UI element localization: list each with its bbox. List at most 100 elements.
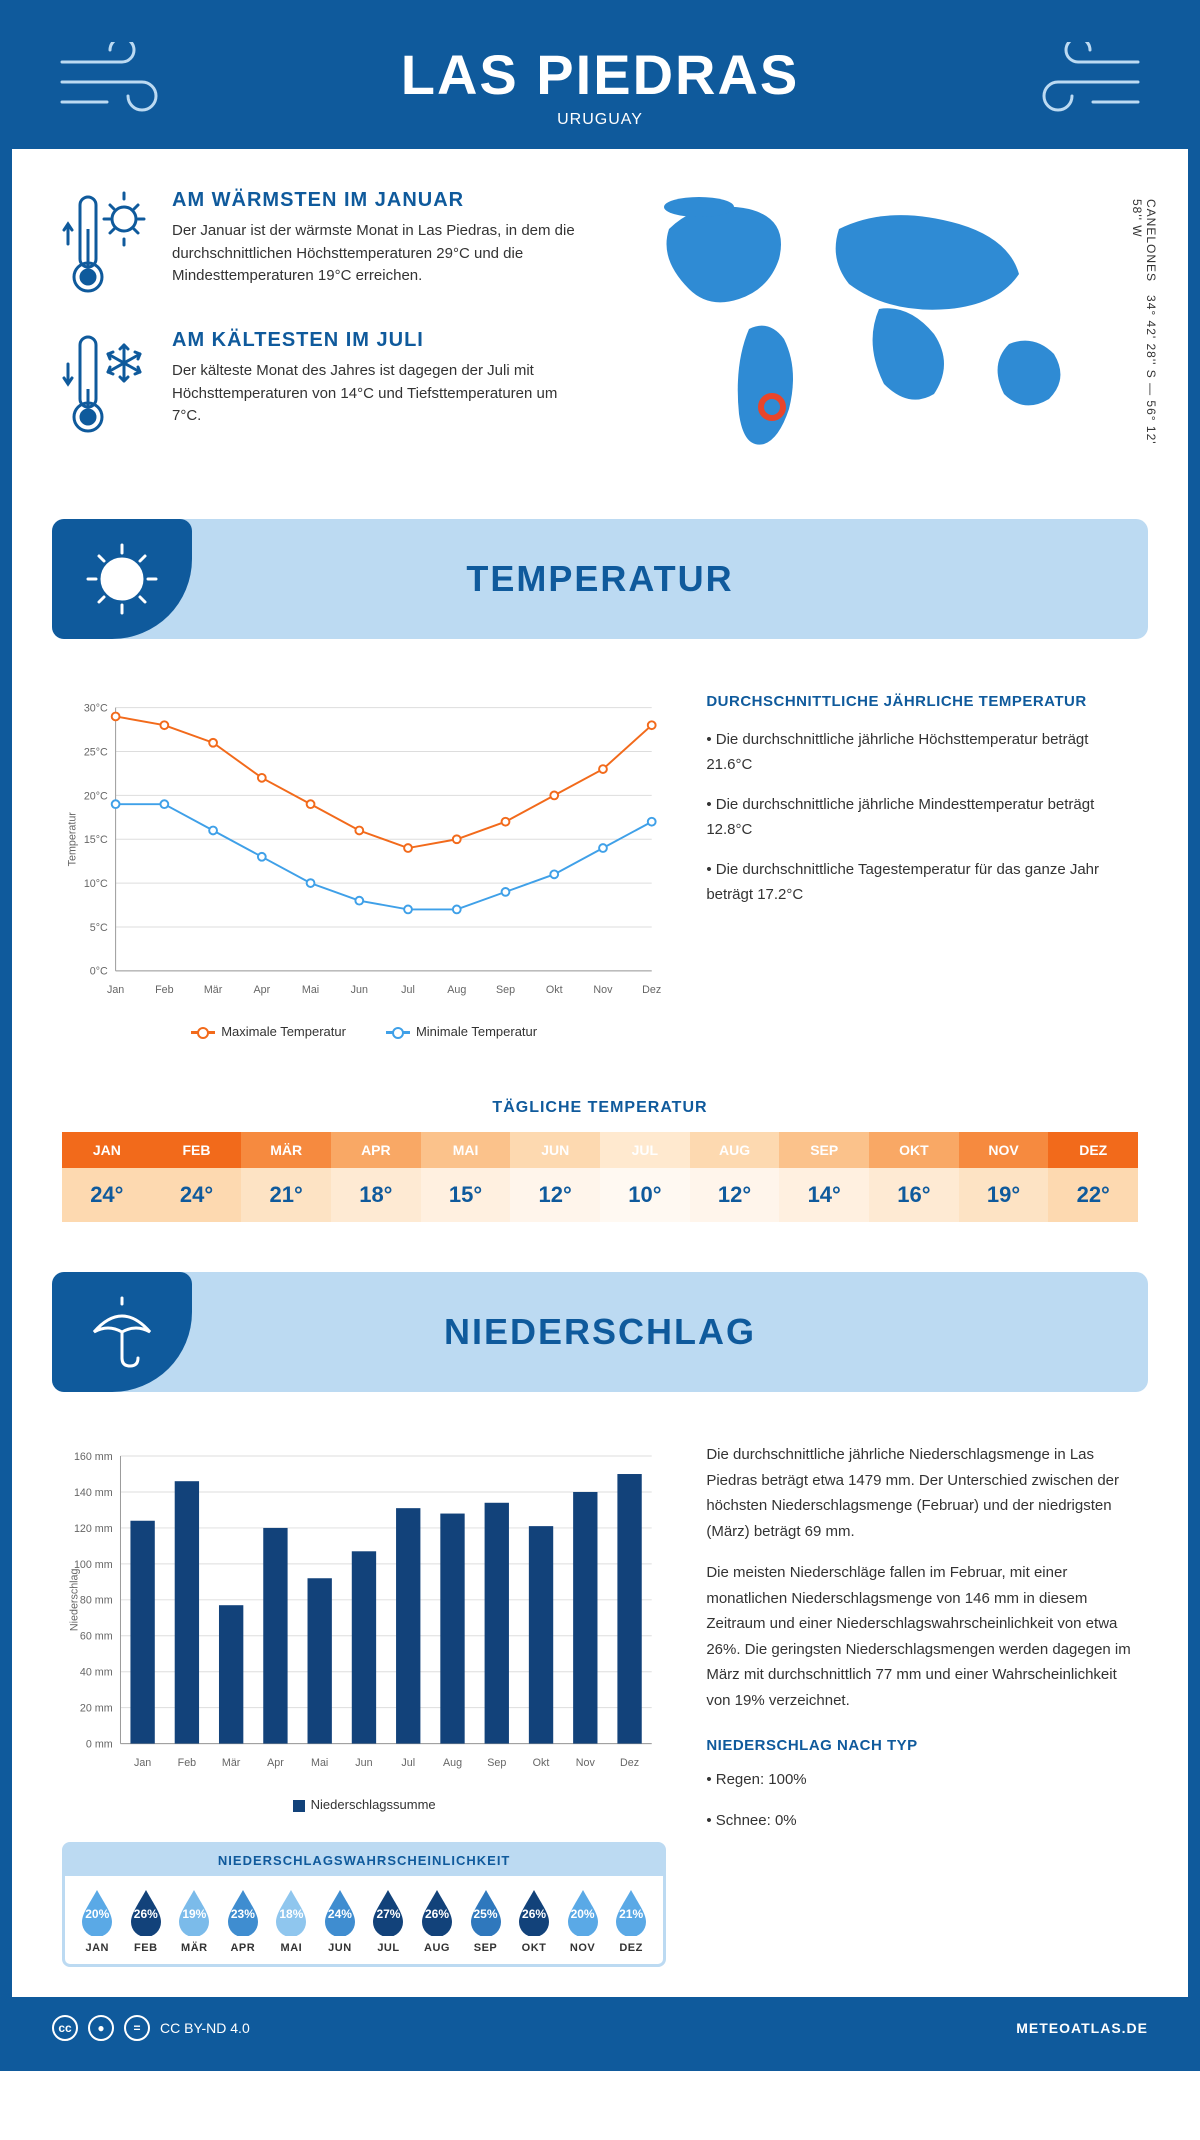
svg-text:Dez: Dez <box>642 984 661 996</box>
daily-temp-month: JUL <box>600 1132 690 1168</box>
prob-month: NOV <box>558 1942 607 1954</box>
daily-temp-value: 21° <box>241 1168 331 1222</box>
precip-text-2: Die meisten Niederschläge fallen im Febr… <box>706 1560 1138 1713</box>
svg-text:15°C: 15°C <box>84 834 108 846</box>
daily-temp-col: JAN24° <box>62 1132 152 1232</box>
svg-text:Apr: Apr <box>253 984 270 996</box>
daily-temp-month: OKT <box>869 1132 959 1168</box>
daily-temp-month: MAI <box>421 1132 511 1168</box>
temperature-body: 0°C5°C10°C15°C20°C25°C30°CJanFebMärAprMa… <box>12 659 1188 1069</box>
daily-temp-title: TÄGLICHE TEMPERATUR <box>12 1099 1188 1117</box>
prob-cell: 24% JUN <box>316 1888 365 1954</box>
svg-text:Feb: Feb <box>155 984 174 996</box>
daily-temp-month: AUG <box>690 1132 780 1168</box>
precip-accent <box>52 1272 192 1392</box>
umbrella-icon <box>82 1292 162 1372</box>
prob-cell: 18%MAI <box>267 1888 316 1954</box>
raindrop-icon: 18% <box>272 1888 310 1936</box>
precip-text-1: Die durchschnittliche jährliche Niedersc… <box>706 1442 1138 1544</box>
daily-temp-col: DEZ22° <box>1048 1132 1138 1232</box>
daily-temp-col: SEP14° <box>779 1132 869 1232</box>
raindrop-icon: 20% <box>78 1888 116 1936</box>
temperature-summary-title: DURCHSCHNITTLICHE JÄHRLICHE TEMPERATUR <box>706 689 1138 715</box>
by-icon: ● <box>88 2015 114 2041</box>
daily-temp-value: 22° <box>1048 1168 1138 1222</box>
svg-text:Niederschlag: Niederschlag <box>69 1568 81 1631</box>
svg-text:10°C: 10°C <box>84 878 108 890</box>
svg-text:Mai: Mai <box>302 984 319 996</box>
daily-temp-col: FEB24° <box>152 1132 242 1232</box>
hero-header: LAS PIEDRAS URUGUAY <box>12 12 1188 149</box>
raindrop-icon: 24% <box>321 1888 359 1936</box>
precip-summary: Die durchschnittliche jährliche Niedersc… <box>706 1442 1138 1967</box>
temperature-title: TEMPERATUR <box>466 558 733 600</box>
daily-temp-month: DEZ <box>1048 1132 1138 1168</box>
coldest-fact: AM KÄLTESTEN IM JULI Der kälteste Monat … <box>62 329 580 439</box>
raindrop-icon: 19% <box>175 1888 213 1936</box>
wind-icon-right <box>1028 42 1148 122</box>
daily-temp-col: OKT16° <box>869 1132 959 1232</box>
svg-text:Jan: Jan <box>107 984 124 996</box>
country-subtitle: URUGUAY <box>52 111 1148 129</box>
svg-text:20°C: 20°C <box>84 790 108 802</box>
cc-icon: cc <box>52 2015 78 2041</box>
city-title: LAS PIEDRAS <box>52 42 1148 107</box>
temp-summary-point: • Die durchschnittliche jährliche Höchst… <box>706 727 1138 778</box>
legend-precip: Niederschlagssumme <box>293 1797 436 1812</box>
daily-temp-month: APR <box>331 1132 421 1168</box>
legend-max: Maximale Temperatur <box>191 1024 346 1039</box>
prob-month: JUN <box>316 1942 365 1954</box>
precip-probability-box: NIEDERSCHLAGSWAHRSCHEINLICHKEIT 20%JAN26… <box>62 1842 666 1967</box>
temperature-legend: Maximale Temperatur Minimale Temperatur <box>62 1024 666 1039</box>
raindrop-icon: 27% <box>369 1888 407 1936</box>
sun-icon <box>82 539 162 619</box>
nd-icon: = <box>124 2015 150 2041</box>
svg-text:25°C: 25°C <box>84 746 108 758</box>
daily-temp-col: MÄR21° <box>241 1132 331 1232</box>
intro-section: AM WÄRMSTEN IM JANUAR Der Januar ist der… <box>12 149 1188 499</box>
temp-summary-point: • Die durchschnittliche jährliche Mindes… <box>706 792 1138 843</box>
wind-icon-left <box>52 42 172 122</box>
svg-text:30°C: 30°C <box>84 703 108 715</box>
svg-text:160 mm: 160 mm <box>74 1451 113 1463</box>
daily-temp-value: 12° <box>690 1168 780 1222</box>
svg-text:Mär: Mär <box>222 1757 241 1769</box>
coldest-title: AM KÄLTESTEN IM JULI <box>172 329 580 352</box>
daily-temp-month: JAN <box>62 1132 152 1168</box>
svg-text:Temperatur: Temperatur <box>67 812 79 867</box>
svg-text:40 mm: 40 mm <box>80 1667 113 1679</box>
precip-section-header: NIEDERSCHLAG <box>52 1272 1148 1392</box>
precip-left: 0 mm20 mm40 mm60 mm80 mm100 mm120 mm140 … <box>62 1442 666 1967</box>
temperature-section-header: TEMPERATUR <box>52 519 1148 639</box>
daily-temp-value: 14° <box>779 1168 869 1222</box>
temperature-accent <box>52 519 192 639</box>
svg-text:Nov: Nov <box>576 1757 596 1769</box>
license-block: cc ● = CC BY-ND 4.0 <box>52 2015 250 2041</box>
daily-temp-month: NOV <box>959 1132 1049 1168</box>
precip-legend: Niederschlagssumme <box>62 1797 666 1812</box>
daily-temp-value: 24° <box>152 1168 242 1222</box>
precip-body: 0 mm20 mm40 mm60 mm80 mm100 mm120 mm140 … <box>12 1412 1188 1997</box>
svg-text:0°C: 0°C <box>90 966 108 978</box>
svg-text:140 mm: 140 mm <box>74 1487 113 1499</box>
daily-temp-value: 18° <box>331 1168 421 1222</box>
daily-temp-col: JUL10° <box>600 1132 690 1232</box>
prob-month: AUG <box>413 1942 462 1954</box>
precip-prob-row: 20%JAN26%FEB19%MÄR23%APR18%MAI24%JUN27%J… <box>65 1876 663 1954</box>
svg-text:60 mm: 60 mm <box>80 1631 113 1643</box>
svg-text:Nov: Nov <box>593 984 613 996</box>
prob-month: JAN <box>73 1942 122 1954</box>
prob-month: OKT <box>510 1942 559 1954</box>
raindrop-icon: 21% <box>612 1888 650 1936</box>
raindrop-icon: 25% <box>467 1888 505 1936</box>
page: LAS PIEDRAS URUGUAY AM WÄRMSTEN IM JANUA… <box>0 0 1200 2071</box>
svg-text:Jun: Jun <box>355 1757 372 1769</box>
daily-temp-col: MAI15° <box>421 1132 511 1232</box>
daily-temp-col: AUG12° <box>690 1132 780 1232</box>
daily-temp-value: 19° <box>959 1168 1049 1222</box>
prob-month: JUL <box>364 1942 413 1954</box>
daily-temp-month: MÄR <box>241 1132 331 1168</box>
prob-cell: 25%SEP <box>461 1888 510 1954</box>
svg-text:Jan: Jan <box>134 1757 151 1769</box>
coordinates: CANELONES 34° 42' 28'' S — 56° 12' 58'' … <box>1130 199 1158 469</box>
